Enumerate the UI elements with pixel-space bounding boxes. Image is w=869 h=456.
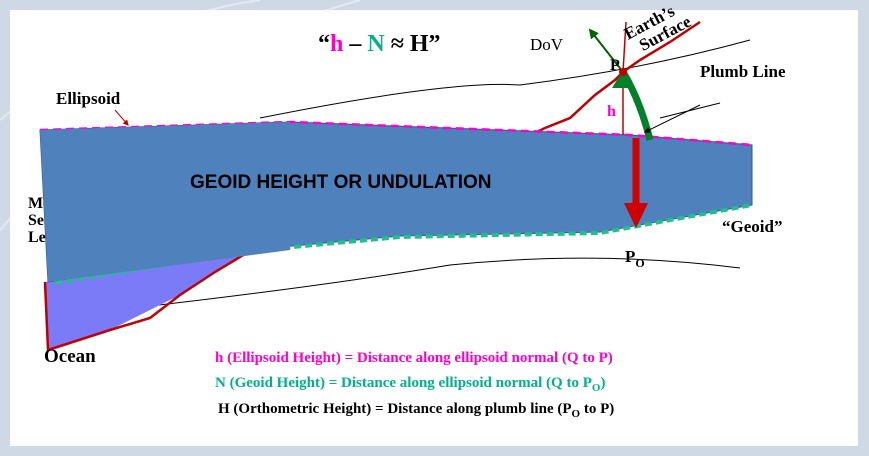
legend-row: h (Ellipsoid Height) = Distance along el… [215, 350, 613, 366]
formula: “h – N ≈ H” [318, 31, 441, 57]
page: “h – N ≈ H” DoV Earth’s Surface P Plumb … [0, 0, 869, 456]
formula-part: – [343, 31, 367, 57]
legend-text: H (Orthometric Height) = Distance along … [218, 401, 572, 417]
legend-text: N (Geoid Height) = Distance along ellips… [215, 375, 592, 391]
geoid-label: “Geoid” [722, 217, 782, 236]
p-label: P [610, 57, 620, 74]
geoid-height-label: GEOID HEIGHT OR UNDULATION [190, 172, 492, 193]
ellipsoid-label: Ellipsoid [56, 89, 121, 108]
formula-part: “ [318, 31, 330, 57]
dov-label: DoV [530, 35, 564, 54]
plumb-line-label: Plumb Line [700, 62, 786, 81]
legend-text: ) [600, 375, 605, 391]
h-label: h [607, 103, 616, 120]
label-sub: O [635, 256, 644, 270]
ocean-label: Ocean [44, 346, 96, 367]
formula-part: ≈ H” [385, 31, 441, 57]
legend-text: h (Ellipsoid Height) = Distance along el… [215, 350, 613, 366]
formula-part: N [367, 31, 385, 57]
label-part: P [625, 247, 635, 266]
diagram: “h – N ≈ H” DoV Earth’s Surface P Plumb … [0, 0, 869, 456]
legend-text: to P) [580, 401, 614, 417]
point-p [619, 68, 627, 76]
formula-part: h [330, 31, 343, 57]
